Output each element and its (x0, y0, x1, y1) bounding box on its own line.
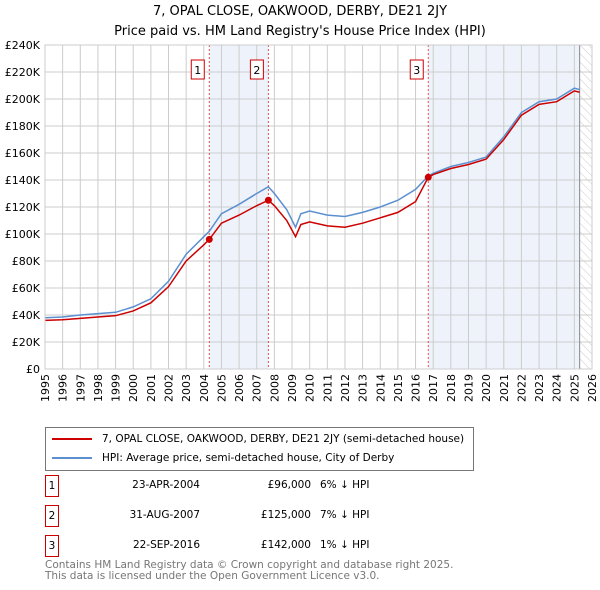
sale-price: £125,000 (260, 509, 311, 521)
x-tick-label: 2010 (304, 374, 317, 402)
x-tick-label: 1995 (39, 374, 52, 402)
x-tick-label: 2022 (515, 374, 528, 402)
x-tick-label: 2016 (410, 374, 423, 402)
series-line (44, 90, 580, 322)
sale-label-box (190, 59, 205, 80)
x-tick-label: 2017 (427, 374, 440, 402)
sale-hpi: 1% ↓ HPI (320, 539, 370, 551)
x-tick-label: 2003 (180, 374, 193, 402)
legend-item-hpi: HPI: Average price, semi-detached house,… (52, 452, 394, 464)
sale-hpi: 7% ↓ HPI (320, 509, 370, 521)
x-tick-label: 2013 (357, 374, 370, 402)
x-tick-label: 2026 (586, 374, 599, 402)
legend-label: 7, OPAL CLOSE, OAKWOOD, DERBY, DE21 2JY … (102, 433, 465, 445)
y-tick-label: £80K (12, 255, 41, 268)
x-tick-label: 2023 (533, 374, 546, 402)
x-tick-label: 2025 (568, 374, 581, 402)
x-tick-label: 2000 (127, 374, 140, 402)
x-tick-label: 2001 (145, 374, 158, 402)
x-tick-label: 2020 (480, 374, 493, 402)
sale-point (205, 235, 213, 243)
sale-marker-label: 1 (45, 475, 59, 497)
x-tick-label: 1997 (74, 374, 87, 402)
x-tick-label: 1996 (57, 374, 70, 402)
blue-line-swatch (52, 457, 92, 459)
sale-label-box (249, 59, 264, 80)
x-tick-label: 1999 (110, 374, 123, 402)
x-tick-label: 2006 (233, 374, 246, 402)
sale-date: 31-AUG-2007 (129, 509, 200, 521)
y-tick-label: £120K (5, 201, 41, 214)
x-tick-label: 2008 (268, 374, 281, 402)
sale-label: 3 (413, 64, 420, 77)
legend-item-property: 7, OPAL CLOSE, OAKWOOD, DERBY, DE21 2JY … (52, 433, 464, 445)
sale-label: 2 (253, 64, 260, 77)
sale-date: 23-APR-2004 (132, 479, 200, 491)
sale-row: 3 22-SEP-2016 £142,000 1% ↓ HPI (45, 535, 445, 557)
footer: Contains HM Land Registry data © Crown c… (45, 560, 453, 582)
legend: 7, OPAL CLOSE, OAKWOOD, DERBY, DE21 2JY … (45, 427, 474, 471)
y-tick-label: £160K (5, 147, 41, 160)
y-tick-label: £100K (5, 228, 41, 241)
sale-price: £96,000 (267, 479, 311, 491)
sale-row: 1 23-APR-2004 £96,000 6% ↓ HPI (45, 475, 445, 497)
sale-date: 22-SEP-2016 (132, 539, 200, 551)
subtitle: Price paid vs. HM Land Registry's House … (114, 24, 486, 39)
x-tick-label: 2005 (215, 374, 228, 402)
copyright-text: Contains HM Land Registry data © Crown c… (45, 559, 454, 571)
y-tick-label: £60K (12, 282, 41, 295)
x-tick-label: 2015 (392, 374, 405, 402)
x-tick-label: 2021 (498, 374, 511, 402)
x-tick-label: 1998 (92, 374, 105, 402)
y-tick-label: £180K (5, 120, 41, 133)
y-tick-label: £20K (12, 336, 41, 349)
legend-label: HPI: Average price, semi-detached house,… (102, 452, 395, 464)
series-line (44, 87, 580, 319)
chart-plot: £0 £20K £40K £60K £80K £100K £120K £140K £160K £1… (5, 39, 599, 402)
y-tick-label: £140K (5, 174, 41, 187)
red-line-swatch (52, 438, 92, 440)
sale-label: 1 (194, 64, 201, 77)
sale-point (424, 173, 432, 181)
x-tick-label: 2024 (551, 374, 564, 402)
x-tick-label: 2012 (339, 374, 352, 402)
x-tick-label: 2019 (462, 374, 475, 402)
y-tick-label: £220K (5, 66, 41, 79)
x-tick-label: 2007 (251, 374, 264, 402)
sale-price: £142,000 (260, 539, 311, 551)
y-tick-label: £0 (26, 363, 40, 376)
sale-marker-label: 2 (45, 505, 59, 527)
x-tick-label: 2018 (445, 374, 458, 402)
title: 7, OPAL CLOSE, OAKWOOD, DERBY, DE21 2JY (152, 4, 448, 19)
x-tick-label: 2002 (163, 374, 176, 402)
y-tick-label: £240K (5, 39, 41, 52)
x-tick-label: 2009 (286, 374, 299, 402)
sale-point (264, 196, 272, 204)
chart-title: 7, OPAL CLOSE, OAKWOOD, DERBY, DE21 2JY … (0, 2, 600, 42)
sale-hpi: 6% ↓ HPI (320, 479, 370, 491)
y-tick-label: £200K (5, 93, 41, 106)
license-text: This data is licensed under the Open Gov… (45, 570, 380, 582)
x-tick-label: 2004 (198, 374, 211, 402)
sale-row: 2 31-AUG-2007 £125,000 7% ↓ HPI (45, 505, 445, 527)
x-tick-label: 2011 (321, 374, 334, 402)
sale-marker-label: 3 (45, 535, 59, 557)
plot-border (44, 44, 593, 370)
x-tick-label: 2014 (374, 374, 387, 402)
y-tick-label: £40K (12, 309, 41, 322)
sale-label-box (409, 59, 424, 80)
